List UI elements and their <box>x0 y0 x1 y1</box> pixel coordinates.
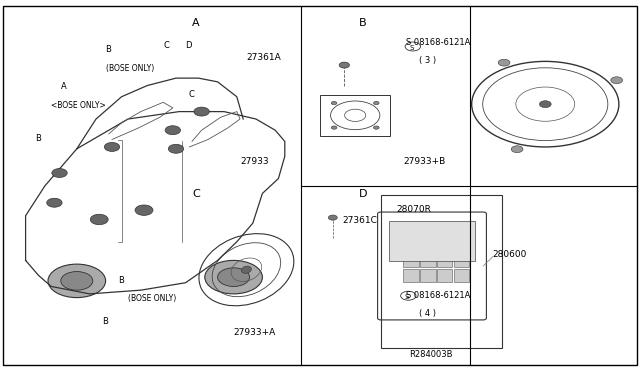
Text: (BOSE ONLY): (BOSE ONLY) <box>106 64 154 73</box>
Text: B: B <box>35 134 41 143</box>
Bar <box>420 269 436 282</box>
Text: 27933+B: 27933+B <box>403 157 445 166</box>
Bar <box>420 240 436 253</box>
Bar <box>420 255 436 267</box>
Circle shape <box>48 264 106 298</box>
Circle shape <box>194 107 209 116</box>
Text: D: D <box>186 41 192 50</box>
Text: S: S <box>410 45 413 51</box>
Circle shape <box>135 205 153 215</box>
Circle shape <box>165 126 180 135</box>
Text: B: B <box>106 45 111 54</box>
Text: B: B <box>118 276 124 285</box>
Text: A: A <box>192 18 200 28</box>
Circle shape <box>511 146 523 153</box>
Bar <box>437 269 452 282</box>
Circle shape <box>218 268 250 286</box>
Text: 27361C: 27361C <box>342 216 377 225</box>
Ellipse shape <box>241 266 252 273</box>
Text: D: D <box>358 189 367 199</box>
Circle shape <box>90 214 108 225</box>
Text: C: C <box>189 90 195 99</box>
Bar <box>320 95 390 136</box>
Circle shape <box>328 215 337 220</box>
Bar <box>381 195 502 348</box>
Text: 27361A: 27361A <box>246 52 281 61</box>
Bar <box>403 269 419 282</box>
Text: 28070R: 28070R <box>397 205 431 214</box>
Circle shape <box>498 59 510 66</box>
Circle shape <box>374 102 379 105</box>
Text: B: B <box>358 18 366 28</box>
Bar <box>403 240 419 253</box>
Text: 27933+A: 27933+A <box>234 328 276 337</box>
Bar <box>389 221 475 261</box>
Bar <box>437 240 452 253</box>
Circle shape <box>168 144 184 153</box>
Circle shape <box>540 101 551 108</box>
Circle shape <box>339 62 349 68</box>
Circle shape <box>374 126 379 129</box>
Circle shape <box>104 142 120 151</box>
Text: A: A <box>61 82 67 91</box>
Circle shape <box>332 126 337 129</box>
Text: R284003B: R284003B <box>410 350 453 359</box>
Text: ( 4 ): ( 4 ) <box>419 309 436 318</box>
Text: ( 3 ): ( 3 ) <box>419 56 436 65</box>
Text: S 08168-6121A: S 08168-6121A <box>406 38 471 46</box>
Text: 27933: 27933 <box>240 157 269 166</box>
Circle shape <box>611 77 623 84</box>
Circle shape <box>52 169 67 177</box>
Bar <box>437 255 452 267</box>
Bar <box>454 255 469 267</box>
Circle shape <box>332 102 337 105</box>
Text: B: B <box>102 317 108 326</box>
Text: C: C <box>192 189 200 199</box>
Bar <box>454 269 469 282</box>
Circle shape <box>205 260 262 294</box>
Text: C: C <box>163 41 169 50</box>
Bar <box>403 255 419 267</box>
Circle shape <box>61 272 93 290</box>
Circle shape <box>47 198 62 207</box>
Text: S: S <box>405 294 409 300</box>
Bar <box>454 240 469 253</box>
Text: 280600: 280600 <box>493 250 527 259</box>
Text: S 08168-6121A: S 08168-6121A <box>406 291 471 299</box>
Text: <BOSE ONLY>: <BOSE ONLY> <box>51 101 106 110</box>
Text: (BOSE ONLY): (BOSE ONLY) <box>128 294 176 303</box>
